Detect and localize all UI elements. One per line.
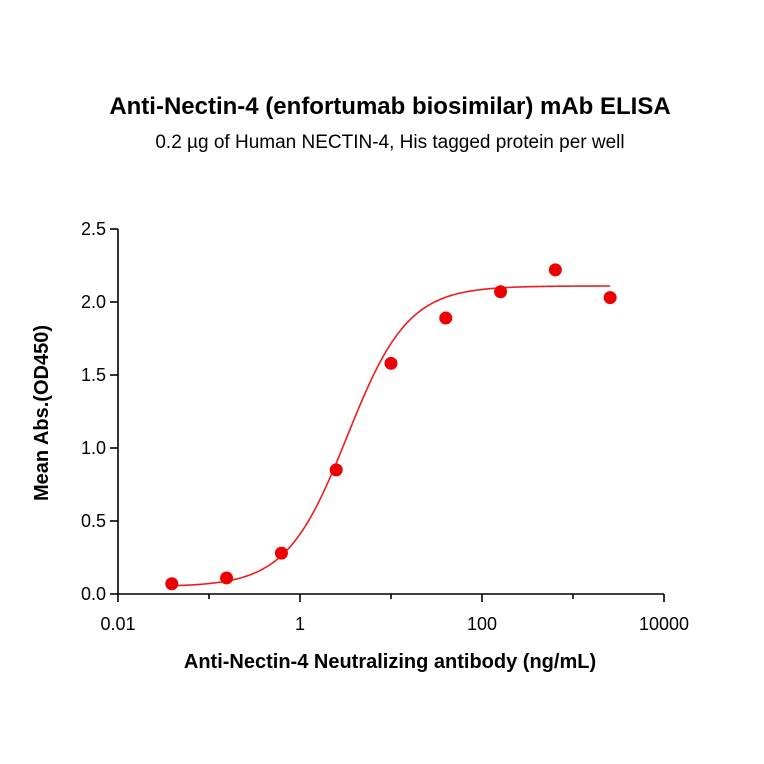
y-tick-label: 2.5 — [81, 219, 106, 239]
y-tick-label: 0.5 — [81, 511, 106, 531]
data-point — [439, 311, 453, 325]
x-tick-label: 0.01 — [100, 614, 135, 634]
x-tick-label: 1 — [295, 614, 305, 634]
data-point — [384, 356, 398, 370]
fit-curve — [171, 285, 611, 587]
chart-title: Anti-Nectin-4 (enfortumab biosimilar) mA… — [109, 93, 670, 120]
data-point — [329, 463, 343, 477]
y-tick-label: 1.0 — [81, 438, 106, 458]
data-point — [220, 571, 234, 585]
y-tick-label: 0.0 — [81, 584, 106, 604]
data-point — [548, 263, 562, 277]
y-tick-label: 1.5 — [81, 365, 106, 385]
data-point — [494, 285, 508, 299]
y-tick-label: 2.0 — [81, 292, 106, 312]
x-tick-label: 100 — [467, 614, 497, 634]
data-point — [165, 577, 179, 591]
x-tick-label: 10000 — [639, 614, 689, 634]
data-point — [274, 546, 288, 560]
data-point — [603, 291, 617, 305]
chart-subtitle: 0.2 µg of Human NECTIN-4, His tagged pro… — [155, 132, 624, 153]
x-axis-label: Anti-Nectin-4 Neutralizing antibody (ng/… — [184, 651, 596, 673]
y-axis-label: Mean Abs.(OD450) — [31, 325, 53, 501]
plot-area: 0.0 0.5 1.0 1.5 2.0 2.5 0.01 1 100 10000 — [81, 219, 689, 634]
